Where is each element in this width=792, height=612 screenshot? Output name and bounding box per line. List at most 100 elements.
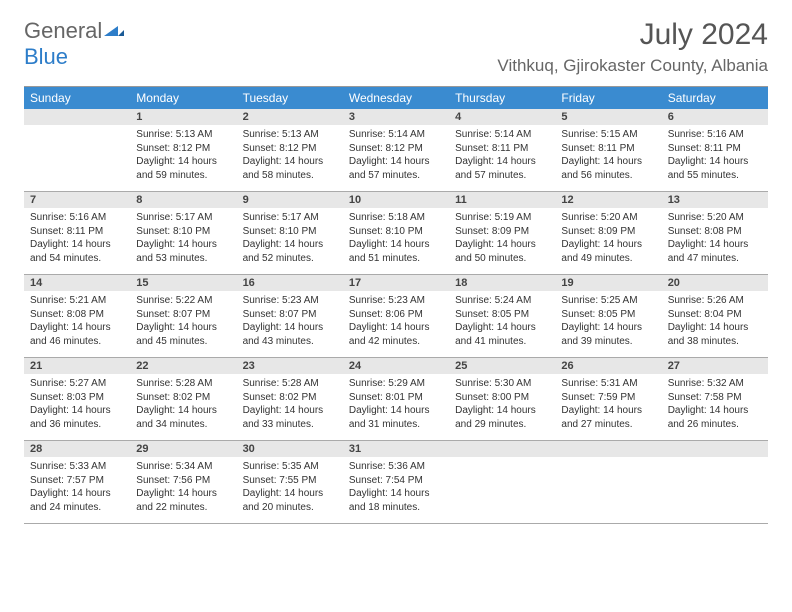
calendar-day-cell: 19Sunrise: 5:25 AMSunset: 8:05 PMDayligh…	[555, 275, 661, 357]
logo-text-general: General	[24, 18, 102, 43]
calendar-day-cell: 2Sunrise: 5:13 AMSunset: 8:12 PMDaylight…	[237, 109, 343, 191]
day-daylight2: and 57 minutes.	[349, 169, 443, 183]
day-sunset: Sunset: 7:57 PM	[30, 474, 124, 488]
calendar-day-cell: 24Sunrise: 5:29 AMSunset: 8:01 PMDayligh…	[343, 358, 449, 440]
day-sunrise: Sunrise: 5:18 AM	[349, 211, 443, 225]
day-body: Sunrise: 5:14 AMSunset: 8:11 PMDaylight:…	[449, 125, 555, 188]
day-daylight1: Daylight: 14 hours	[668, 404, 762, 418]
day-daylight1: Daylight: 14 hours	[455, 321, 549, 335]
day-daylight1: Daylight: 14 hours	[561, 404, 655, 418]
day-daylight2: and 54 minutes.	[30, 252, 124, 266]
day-body: Sunrise: 5:28 AMSunset: 8:02 PMDaylight:…	[130, 374, 236, 437]
day-sunrise: Sunrise: 5:31 AM	[561, 377, 655, 391]
day-number: 24	[343, 358, 449, 374]
day-sunset: Sunset: 8:09 PM	[561, 225, 655, 239]
day-daylight1: Daylight: 14 hours	[243, 155, 337, 169]
calendar-day-cell: 22Sunrise: 5:28 AMSunset: 8:02 PMDayligh…	[130, 358, 236, 440]
day-number: 12	[555, 192, 661, 208]
day-sunset: Sunset: 8:08 PM	[668, 225, 762, 239]
calendar-day-cell: 30Sunrise: 5:35 AMSunset: 7:55 PMDayligh…	[237, 441, 343, 523]
day-body: Sunrise: 5:32 AMSunset: 7:58 PMDaylight:…	[662, 374, 768, 437]
day-daylight1: Daylight: 14 hours	[243, 321, 337, 335]
day-sunset: Sunset: 8:11 PM	[561, 142, 655, 156]
calendar-day-cell	[24, 109, 130, 191]
day-body: Sunrise: 5:16 AMSunset: 8:11 PMDaylight:…	[662, 125, 768, 188]
day-sunset: Sunset: 8:05 PM	[561, 308, 655, 322]
calendar-page: General Blue July 2024 Vithkuq, Gjirokas…	[0, 0, 792, 542]
day-body: Sunrise: 5:13 AMSunset: 8:12 PMDaylight:…	[130, 125, 236, 188]
day-sunrise: Sunrise: 5:19 AM	[455, 211, 549, 225]
day-body	[24, 125, 130, 134]
day-body: Sunrise: 5:28 AMSunset: 8:02 PMDaylight:…	[237, 374, 343, 437]
day-daylight1: Daylight: 14 hours	[561, 238, 655, 252]
calendar-day-cell: 7Sunrise: 5:16 AMSunset: 8:11 PMDaylight…	[24, 192, 130, 274]
day-daylight2: and 50 minutes.	[455, 252, 549, 266]
day-daylight2: and 47 minutes.	[668, 252, 762, 266]
day-daylight2: and 29 minutes.	[455, 418, 549, 432]
day-number: 14	[24, 275, 130, 291]
day-sunset: Sunset: 8:11 PM	[668, 142, 762, 156]
calendar-day-cell	[555, 441, 661, 523]
day-number: 26	[555, 358, 661, 374]
day-daylight1: Daylight: 14 hours	[668, 155, 762, 169]
calendar-day-cell: 16Sunrise: 5:23 AMSunset: 8:07 PMDayligh…	[237, 275, 343, 357]
calendar-day-cell: 11Sunrise: 5:19 AMSunset: 8:09 PMDayligh…	[449, 192, 555, 274]
day-sunset: Sunset: 7:54 PM	[349, 474, 443, 488]
day-body: Sunrise: 5:20 AMSunset: 8:08 PMDaylight:…	[662, 208, 768, 271]
day-sunset: Sunset: 8:00 PM	[455, 391, 549, 405]
day-daylight1: Daylight: 14 hours	[349, 238, 443, 252]
day-sunrise: Sunrise: 5:25 AM	[561, 294, 655, 308]
day-sunrise: Sunrise: 5:34 AM	[136, 460, 230, 474]
day-sunset: Sunset: 8:12 PM	[349, 142, 443, 156]
day-daylight1: Daylight: 14 hours	[136, 487, 230, 501]
day-sunset: Sunset: 7:55 PM	[243, 474, 337, 488]
day-number: 22	[130, 358, 236, 374]
day-body: Sunrise: 5:21 AMSunset: 8:08 PMDaylight:…	[24, 291, 130, 354]
calendar-day-cell: 14Sunrise: 5:21 AMSunset: 8:08 PMDayligh…	[24, 275, 130, 357]
calendar-week-row: 21Sunrise: 5:27 AMSunset: 8:03 PMDayligh…	[24, 358, 768, 441]
day-sunrise: Sunrise: 5:17 AM	[136, 211, 230, 225]
day-daylight2: and 31 minutes.	[349, 418, 443, 432]
location-subtitle: Vithkuq, Gjirokaster County, Albania	[497, 56, 768, 76]
logo-flag-icon	[104, 18, 124, 44]
day-sunset: Sunset: 7:56 PM	[136, 474, 230, 488]
day-sunset: Sunset: 8:08 PM	[30, 308, 124, 322]
calendar-day-cell: 9Sunrise: 5:17 AMSunset: 8:10 PMDaylight…	[237, 192, 343, 274]
day-daylight2: and 53 minutes.	[136, 252, 230, 266]
day-daylight2: and 57 minutes.	[455, 169, 549, 183]
day-daylight1: Daylight: 14 hours	[30, 238, 124, 252]
calendar-day-cell: 20Sunrise: 5:26 AMSunset: 8:04 PMDayligh…	[662, 275, 768, 357]
day-number	[24, 109, 130, 125]
day-sunrise: Sunrise: 5:35 AM	[243, 460, 337, 474]
day-sunrise: Sunrise: 5:14 AM	[455, 128, 549, 142]
day-daylight2: and 59 minutes.	[136, 169, 230, 183]
day-body: Sunrise: 5:27 AMSunset: 8:03 PMDaylight:…	[24, 374, 130, 437]
day-sunset: Sunset: 8:07 PM	[136, 308, 230, 322]
calendar-day-cell: 31Sunrise: 5:36 AMSunset: 7:54 PMDayligh…	[343, 441, 449, 523]
day-body: Sunrise: 5:31 AMSunset: 7:59 PMDaylight:…	[555, 374, 661, 437]
day-sunrise: Sunrise: 5:14 AM	[349, 128, 443, 142]
day-number: 19	[555, 275, 661, 291]
calendar-day-cell: 13Sunrise: 5:20 AMSunset: 8:08 PMDayligh…	[662, 192, 768, 274]
day-sunset: Sunset: 8:11 PM	[455, 142, 549, 156]
calendar-week-row: 7Sunrise: 5:16 AMSunset: 8:11 PMDaylight…	[24, 192, 768, 275]
day-sunset: Sunset: 8:03 PM	[30, 391, 124, 405]
month-title: July 2024	[497, 18, 768, 52]
day-daylight2: and 18 minutes.	[349, 501, 443, 515]
day-number: 23	[237, 358, 343, 374]
day-body: Sunrise: 5:13 AMSunset: 8:12 PMDaylight:…	[237, 125, 343, 188]
day-body: Sunrise: 5:22 AMSunset: 8:07 PMDaylight:…	[130, 291, 236, 354]
day-body: Sunrise: 5:24 AMSunset: 8:05 PMDaylight:…	[449, 291, 555, 354]
day-daylight1: Daylight: 14 hours	[136, 404, 230, 418]
day-daylight2: and 58 minutes.	[243, 169, 337, 183]
day-daylight1: Daylight: 14 hours	[243, 238, 337, 252]
day-sunset: Sunset: 8:10 PM	[349, 225, 443, 239]
day-daylight1: Daylight: 14 hours	[136, 155, 230, 169]
calendar-day-cell: 12Sunrise: 5:20 AMSunset: 8:09 PMDayligh…	[555, 192, 661, 274]
logo-text-blue: Blue	[24, 44, 68, 69]
day-daylight1: Daylight: 14 hours	[455, 155, 549, 169]
calendar-day-cell: 15Sunrise: 5:22 AMSunset: 8:07 PMDayligh…	[130, 275, 236, 357]
weekday-header: Saturday	[662, 87, 768, 109]
day-sunrise: Sunrise: 5:15 AM	[561, 128, 655, 142]
weeks-container: 1Sunrise: 5:13 AMSunset: 8:12 PMDaylight…	[24, 109, 768, 524]
